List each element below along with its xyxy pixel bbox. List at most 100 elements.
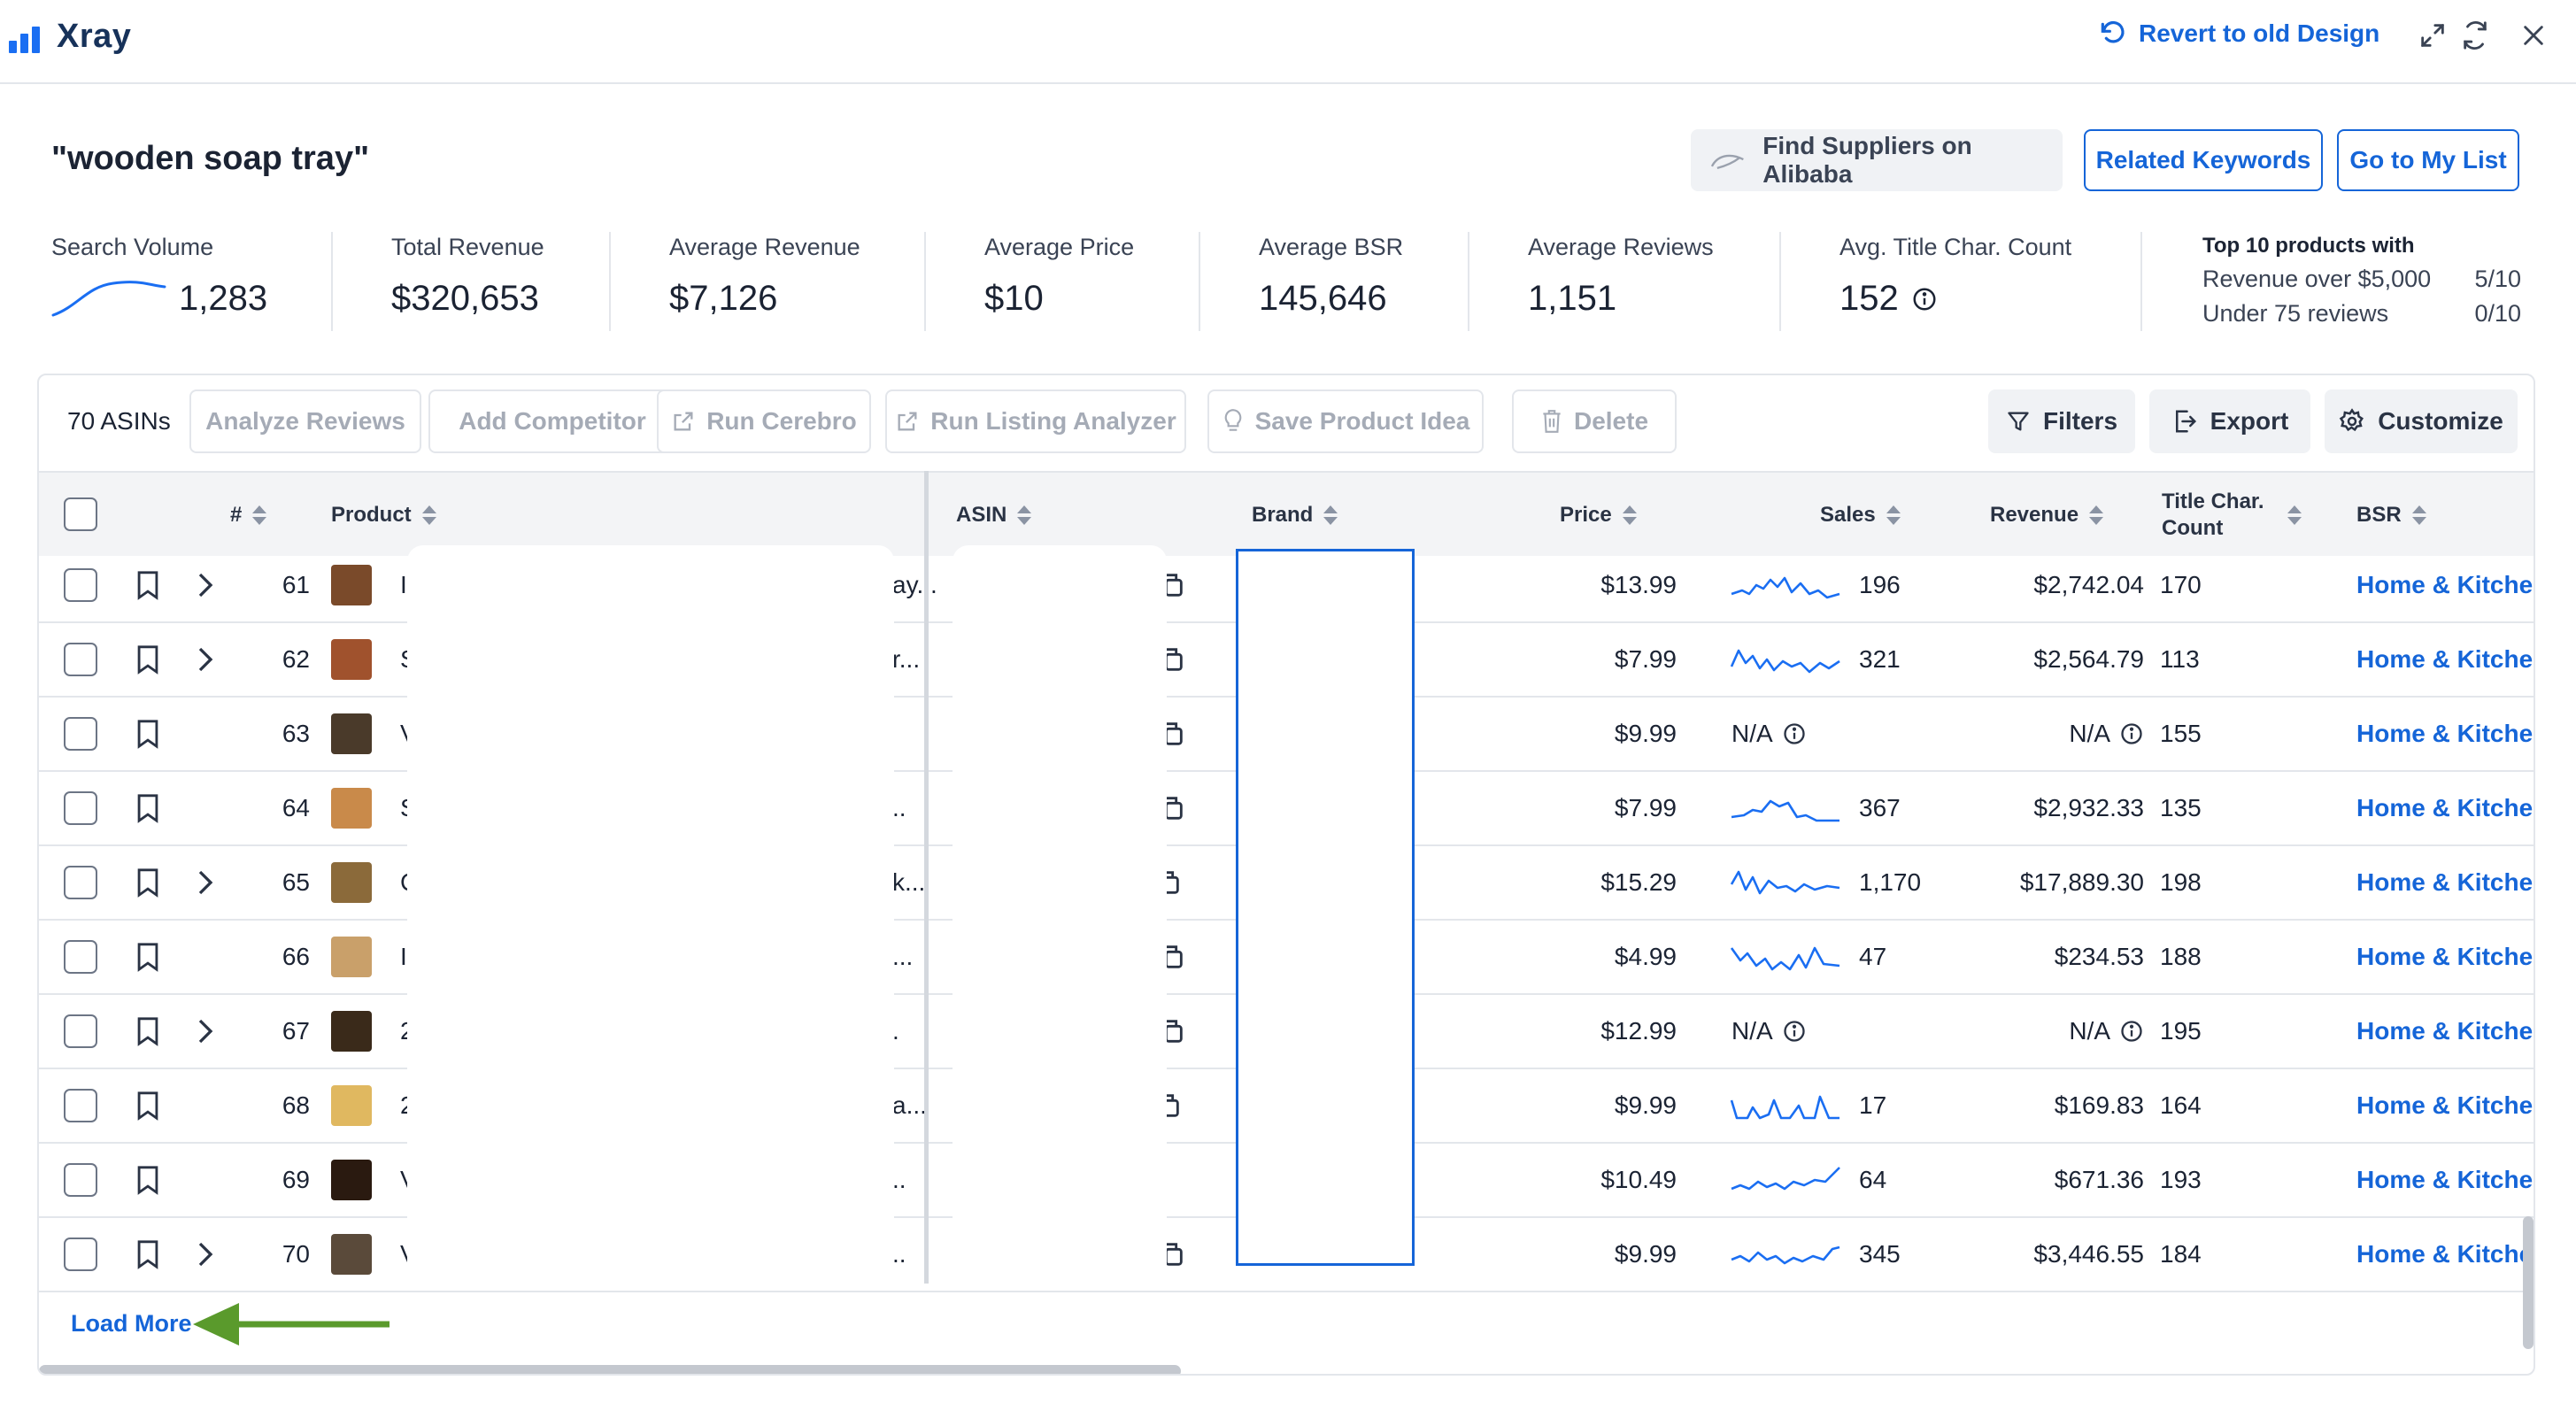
- bsr-category-link[interactable]: Home & Kitche: [2356, 794, 2534, 821]
- col-header-sales[interactable]: Sales: [1820, 473, 1901, 558]
- related-keywords-label: Related Keywords: [2095, 146, 2311, 173]
- row-checkbox[interactable]: [64, 1238, 97, 1271]
- info-icon[interactable]: [2119, 721, 2144, 746]
- product-title-start[interactable]: I: [400, 943, 407, 970]
- filters-button[interactable]: Filters: [1988, 389, 2135, 453]
- chevron-right-icon[interactable]: [197, 549, 214, 621]
- revenue-cell: N/A: [1981, 995, 2144, 1068]
- export-button[interactable]: Export: [2149, 389, 2310, 453]
- add-competitor-button[interactable]: Add Competitor: [428, 389, 676, 453]
- bookmark-icon[interactable]: [135, 846, 161, 919]
- sales-value: 367: [1859, 794, 1901, 821]
- product-title-end[interactable]: a...: [892, 1091, 927, 1119]
- row-checkbox[interactable]: [64, 791, 97, 825]
- chevron-right-icon[interactable]: [197, 995, 214, 1068]
- find-suppliers-alibaba-button[interactable]: Find Suppliers on Alibaba: [1691, 129, 2063, 191]
- go-to-my-list-button[interactable]: Go to My List: [2337, 129, 2519, 191]
- product-thumbnail[interactable]: [331, 846, 372, 919]
- bookmark-icon[interactable]: [135, 921, 161, 993]
- bookmark-icon[interactable]: [135, 549, 161, 621]
- run-listing-analyzer-button[interactable]: Run Listing Analyzer: [885, 389, 1186, 453]
- stat-value: 152: [1839, 279, 1899, 318]
- chevron-right-icon[interactable]: [197, 846, 214, 919]
- col-header-revenue[interactable]: Revenue: [1990, 473, 2104, 558]
- bookmark-icon[interactable]: [135, 772, 161, 844]
- product-thumbnail[interactable]: [331, 1218, 372, 1291]
- analyze-reviews-button[interactable]: Analyze Reviews: [189, 389, 421, 453]
- col-header-product[interactable]: Product: [331, 473, 436, 558]
- bookmark-icon[interactable]: [135, 698, 161, 770]
- product-title-end[interactable]: ay...: [892, 571, 937, 598]
- bsr-category-link[interactable]: Home & Kitche: [2356, 645, 2534, 673]
- revenue-cell: $671.36: [2054, 1166, 2144, 1193]
- product-title-end[interactable]: ..: [892, 1240, 906, 1268]
- bookmark-icon[interactable]: [135, 1069, 161, 1142]
- row-checkbox[interactable]: [64, 717, 97, 751]
- row-checkbox[interactable]: [64, 1163, 97, 1197]
- delete-button[interactable]: Delete: [1512, 389, 1677, 453]
- expand-icon[interactable]: [2415, 18, 2450, 53]
- bookmark-icon[interactable]: [135, 623, 161, 696]
- row-checkbox[interactable]: [64, 643, 97, 676]
- chevron-right-icon[interactable]: [197, 623, 214, 696]
- revert-old-design-link[interactable]: Revert to old Design: [2098, 19, 2379, 48]
- bookmark-icon[interactable]: [135, 1218, 161, 1291]
- bsr-category-link[interactable]: Home & Kitche: [2356, 1240, 2534, 1268]
- info-icon[interactable]: [2119, 1019, 2144, 1044]
- row-checkbox[interactable]: [64, 1014, 97, 1048]
- col-header-brand[interactable]: Brand: [1252, 473, 1338, 558]
- bsr-category-link[interactable]: Home & Kitche: [2356, 720, 2534, 747]
- product-thumbnail[interactable]: [331, 698, 372, 770]
- product-thumbnail[interactable]: [331, 1069, 372, 1142]
- vertical-scrollbar[interactable]: [2523, 1216, 2534, 1349]
- bookmark-icon[interactable]: [135, 1144, 161, 1216]
- info-icon[interactable]: [1782, 721, 1807, 746]
- product-title-end[interactable]: .: [892, 1017, 899, 1045]
- row-checkbox[interactable]: [64, 568, 97, 602]
- product-title-end[interactable]: ...: [892, 943, 914, 970]
- select-all-checkbox[interactable]: [64, 497, 97, 531]
- price-cell: $15.29: [1600, 868, 1677, 896]
- refresh-icon[interactable]: [2457, 18, 2493, 53]
- product-title-start[interactable]: I: [400, 571, 407, 598]
- bsr-category-link[interactable]: Home & Kitche: [2356, 571, 2534, 598]
- product-title-end[interactable]: ..: [892, 1166, 906, 1193]
- customize-button[interactable]: Customize: [2325, 389, 2518, 453]
- info-icon[interactable]: [1911, 286, 1938, 312]
- close-icon[interactable]: [2516, 18, 2551, 53]
- product-thumbnail[interactable]: [331, 623, 372, 696]
- chevron-right-icon[interactable]: [197, 1218, 214, 1291]
- product-thumbnail[interactable]: [331, 772, 372, 844]
- related-keywords-button[interactable]: Related Keywords: [2084, 129, 2323, 191]
- bsr-category-link[interactable]: Home & Kitche: [2356, 943, 2534, 970]
- product-title-end[interactable]: k...: [892, 868, 926, 896]
- col-header-price[interactable]: Price: [1560, 473, 1637, 558]
- col-header-asin[interactable]: ASIN: [956, 473, 1032, 558]
- product-thumbnail[interactable]: [331, 549, 372, 621]
- row-checkbox[interactable]: [64, 940, 97, 974]
- horizontal-scrollbar[interactable]: [39, 1365, 1181, 1374]
- product-title-end[interactable]: ..: [892, 794, 906, 821]
- bsr-category-link[interactable]: Home & Kitche: [2356, 868, 2534, 896]
- bsr-category-link[interactable]: Home & Kitche: [2356, 1091, 2534, 1119]
- save-product-idea-button[interactable]: Save Product Idea: [1207, 389, 1484, 453]
- run-cerebro-button[interactable]: Run Cerebro: [657, 389, 871, 453]
- info-icon[interactable]: [1782, 1019, 1807, 1044]
- bsr-category-link[interactable]: Home & Kitche: [2356, 1166, 2534, 1193]
- bsr-category-link[interactable]: Home & Kitche: [2356, 1017, 2534, 1045]
- add-competitor-label: Add Competitor: [459, 407, 646, 435]
- product-thumbnail[interactable]: [331, 1144, 372, 1216]
- product-thumbnail[interactable]: [331, 995, 372, 1068]
- product-thumbnail[interactable]: [331, 921, 372, 993]
- product-title-end[interactable]: r...: [892, 645, 921, 673]
- load-more-link[interactable]: Load More: [71, 1310, 192, 1337]
- row-checkbox[interactable]: [64, 866, 97, 899]
- col-header-bsr[interactable]: BSR: [2356, 473, 2426, 558]
- row-number: 61: [282, 571, 310, 598]
- col-header-num[interactable]: #: [230, 473, 267, 558]
- bookmark-icon[interactable]: [135, 995, 161, 1068]
- col-header-title-char-count[interactable]: Title Char. Count: [2162, 473, 2302, 558]
- row-checkbox[interactable]: [64, 1089, 97, 1122]
